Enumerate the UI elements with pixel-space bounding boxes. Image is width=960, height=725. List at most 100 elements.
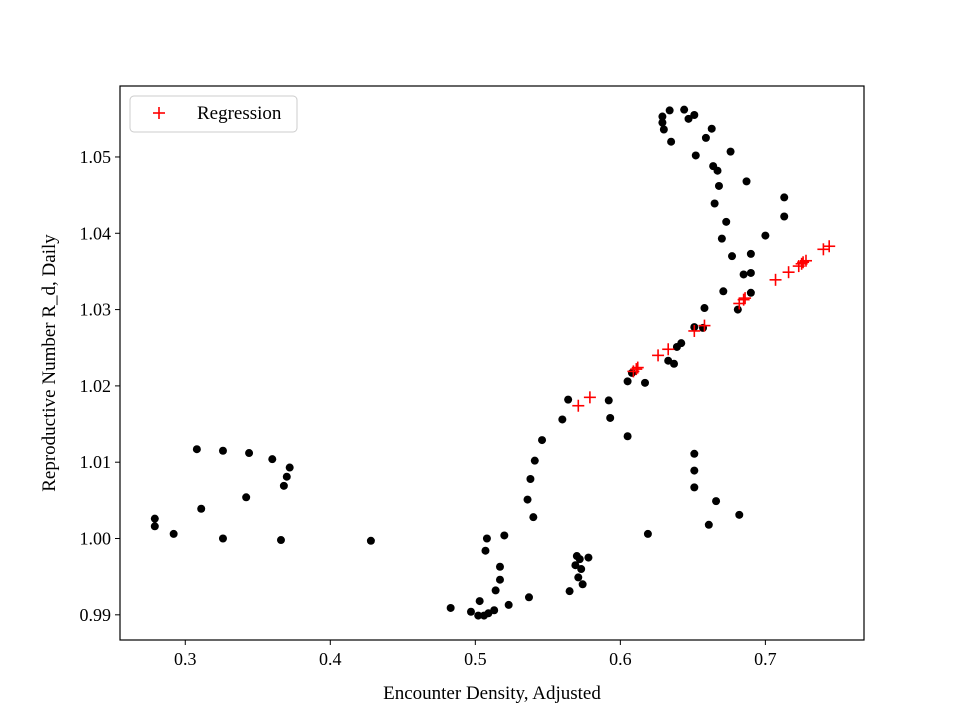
regression-point bbox=[652, 349, 665, 362]
data-point bbox=[268, 455, 277, 464]
data-point bbox=[565, 587, 574, 596]
regression-point bbox=[631, 361, 644, 374]
data-point bbox=[733, 305, 742, 314]
data-point bbox=[726, 147, 735, 156]
data-point bbox=[446, 603, 455, 612]
data-point bbox=[218, 446, 227, 455]
data-point bbox=[577, 565, 586, 574]
data-point bbox=[526, 474, 535, 483]
legend-box bbox=[129, 95, 298, 133]
data-point bbox=[739, 270, 748, 279]
data-point bbox=[482, 534, 491, 543]
regression-point bbox=[797, 256, 810, 269]
regression-point bbox=[799, 254, 812, 267]
regression-point bbox=[817, 243, 830, 256]
data-point bbox=[690, 449, 699, 458]
data-point bbox=[558, 415, 567, 424]
data-point bbox=[691, 151, 700, 160]
data-point bbox=[704, 520, 713, 529]
data-point bbox=[713, 166, 722, 175]
data-point bbox=[279, 481, 288, 490]
regression-point bbox=[782, 266, 795, 279]
data-point bbox=[504, 600, 513, 609]
regression-point bbox=[572, 399, 585, 412]
data-point bbox=[677, 339, 686, 348]
data-point bbox=[481, 546, 490, 555]
data-point bbox=[584, 553, 593, 562]
y-tick-label: 1.00 bbox=[80, 529, 112, 549]
regression-point bbox=[769, 273, 782, 286]
data-point bbox=[245, 449, 254, 458]
data-point bbox=[623, 432, 632, 441]
regression-point bbox=[737, 293, 750, 306]
x-tick-label: 0.5 bbox=[464, 649, 487, 669]
data-point bbox=[538, 436, 547, 445]
data-point bbox=[242, 493, 251, 502]
data-point bbox=[684, 114, 693, 123]
y-tick-label: 1.03 bbox=[80, 300, 112, 320]
data-point bbox=[524, 593, 533, 602]
data-point bbox=[761, 231, 770, 240]
data-point bbox=[728, 252, 737, 261]
data-point bbox=[719, 287, 728, 296]
y-tick-label: 1.02 bbox=[80, 376, 112, 396]
data-point bbox=[276, 536, 285, 545]
data-point bbox=[530, 456, 539, 465]
y-tick-label: 1.01 bbox=[80, 452, 112, 472]
data-point bbox=[627, 368, 636, 377]
data-point bbox=[670, 359, 679, 368]
data-point bbox=[700, 304, 709, 313]
data-point bbox=[690, 483, 699, 492]
regression-point bbox=[688, 324, 701, 337]
data-point bbox=[710, 199, 719, 208]
regression-point bbox=[739, 292, 752, 305]
x-axis-label: Encounter Density, Adjusted bbox=[383, 683, 601, 704]
data-point bbox=[690, 466, 699, 475]
data-point bbox=[574, 573, 583, 582]
data-point bbox=[282, 472, 291, 481]
data-point bbox=[735, 510, 744, 519]
data-point bbox=[712, 497, 721, 506]
x-axis-ticks: 0.3 0.4 0.5 0.6 0.7 bbox=[174, 640, 777, 669]
data-point bbox=[641, 378, 650, 387]
regression-point bbox=[662, 343, 675, 356]
data-marks bbox=[150, 105, 836, 620]
data-point bbox=[575, 555, 584, 564]
x-tick-label: 0.7 bbox=[754, 649, 777, 669]
data-point bbox=[714, 181, 723, 190]
data-point bbox=[490, 606, 499, 615]
data-point bbox=[643, 529, 652, 538]
x-tick-label: 0.4 bbox=[319, 649, 342, 669]
data-point bbox=[680, 105, 689, 114]
data-point bbox=[722, 217, 731, 226]
x-tick-label: 0.3 bbox=[174, 649, 197, 669]
regression-point bbox=[823, 240, 836, 253]
y-tick-label: 1.04 bbox=[80, 223, 112, 243]
data-point bbox=[285, 463, 294, 472]
data-point bbox=[564, 395, 573, 404]
data-point bbox=[500, 531, 509, 540]
data-point bbox=[746, 288, 755, 297]
data-point bbox=[150, 522, 159, 531]
data-point bbox=[746, 249, 755, 258]
data-point bbox=[474, 611, 483, 620]
data-point bbox=[780, 193, 789, 202]
data-point bbox=[169, 529, 178, 538]
data-point bbox=[495, 562, 504, 571]
data-point bbox=[606, 413, 615, 422]
data-point bbox=[658, 112, 667, 121]
data-point bbox=[742, 177, 751, 186]
data-point bbox=[475, 597, 484, 606]
data-point bbox=[701, 133, 710, 142]
regression-point bbox=[630, 363, 643, 376]
data-point bbox=[658, 118, 667, 127]
data-point bbox=[623, 377, 632, 386]
legend: Regression bbox=[129, 95, 298, 133]
data-point bbox=[218, 534, 227, 543]
y-axis-label: Reproductive Number R_d, Daily bbox=[39, 234, 60, 492]
regression-point bbox=[698, 319, 711, 332]
data-point bbox=[523, 495, 532, 504]
data-point bbox=[746, 268, 755, 277]
